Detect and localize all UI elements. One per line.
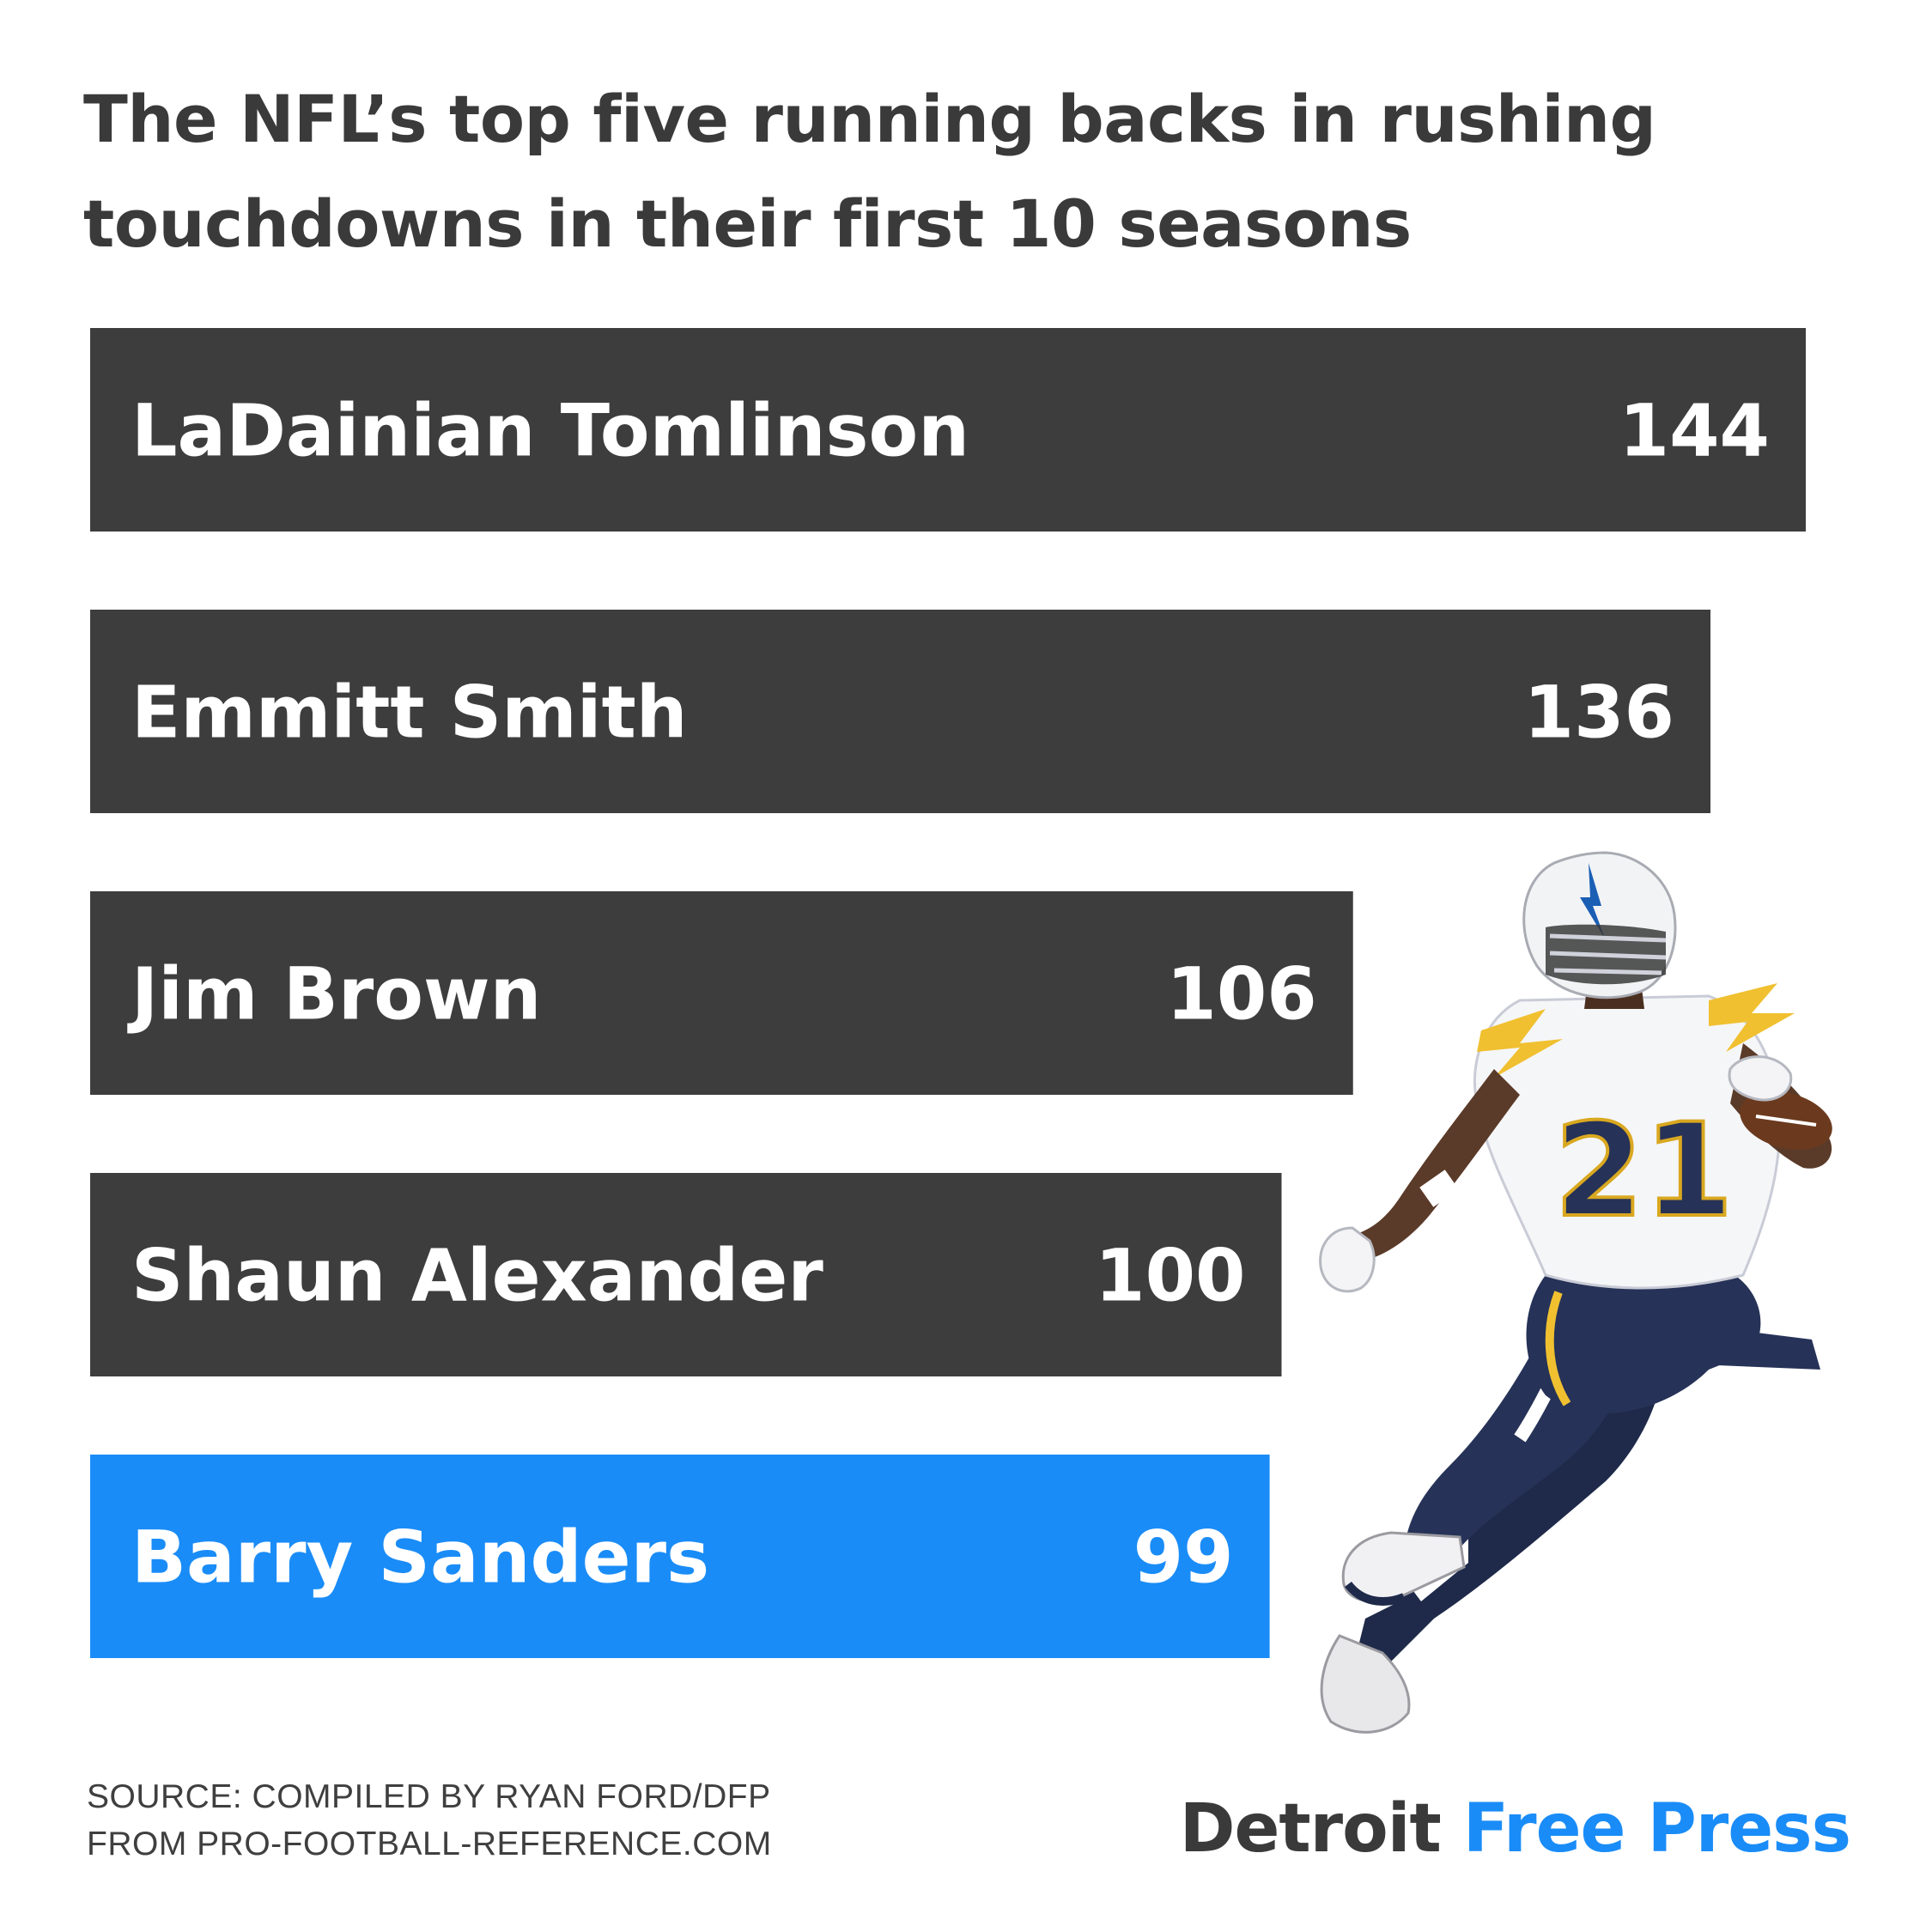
bar-value-emmitt-smith: 136	[1524, 671, 1674, 755]
svg-text:21: 21	[1554, 1097, 1734, 1246]
bar-emmitt-smith	[90, 610, 1710, 813]
bar-label-emmitt-smith: Emmitt Smith	[131, 671, 688, 755]
source-note: SOURCE: COMPILED BY RYAN FORD/DFP FROM P…	[87, 1773, 772, 1868]
source-line-2: FROM PRO-FOOTBALL-REFERENCE.COM	[87, 1826, 772, 1862]
running-back-photo: 21	[1319, 851, 1832, 1734]
chart-title: The NFL’s top five running backs in rush…	[83, 81, 1656, 262]
source-line-1: SOURCE: COMPILED BY RYAN FORD/DFP	[87, 1778, 771, 1815]
bar-barry-sanders	[90, 1455, 1270, 1658]
publication-logo: Detroit Free Press	[1179, 1782, 1851, 1876]
bar-ladainian-tomlinson	[90, 328, 1806, 532]
logo-word-free-press: Free Press	[1462, 1790, 1851, 1868]
bar-value-barry-sanders: 99	[1133, 1516, 1234, 1600]
bar-jim-brown	[90, 891, 1353, 1095]
bar-label-barry-sanders: Barry Sanders	[131, 1516, 709, 1600]
bar-value-ladainian-tomlinson: 144	[1619, 389, 1770, 473]
bar-label-jim-brown: Jim Brown	[127, 952, 541, 1036]
bar-shaun-alexander	[90, 1173, 1282, 1376]
bar-value-jim-brown: 106	[1166, 952, 1316, 1036]
bar-label-ladainian-tomlinson: LaDainian Tomlinson	[131, 389, 969, 473]
bar-value-shaun-alexander: 100	[1095, 1234, 1245, 1318]
logo-word-detroit: Detroit	[1179, 1790, 1442, 1868]
bar-label-shaun-alexander: Shaun Alexander	[131, 1234, 823, 1318]
